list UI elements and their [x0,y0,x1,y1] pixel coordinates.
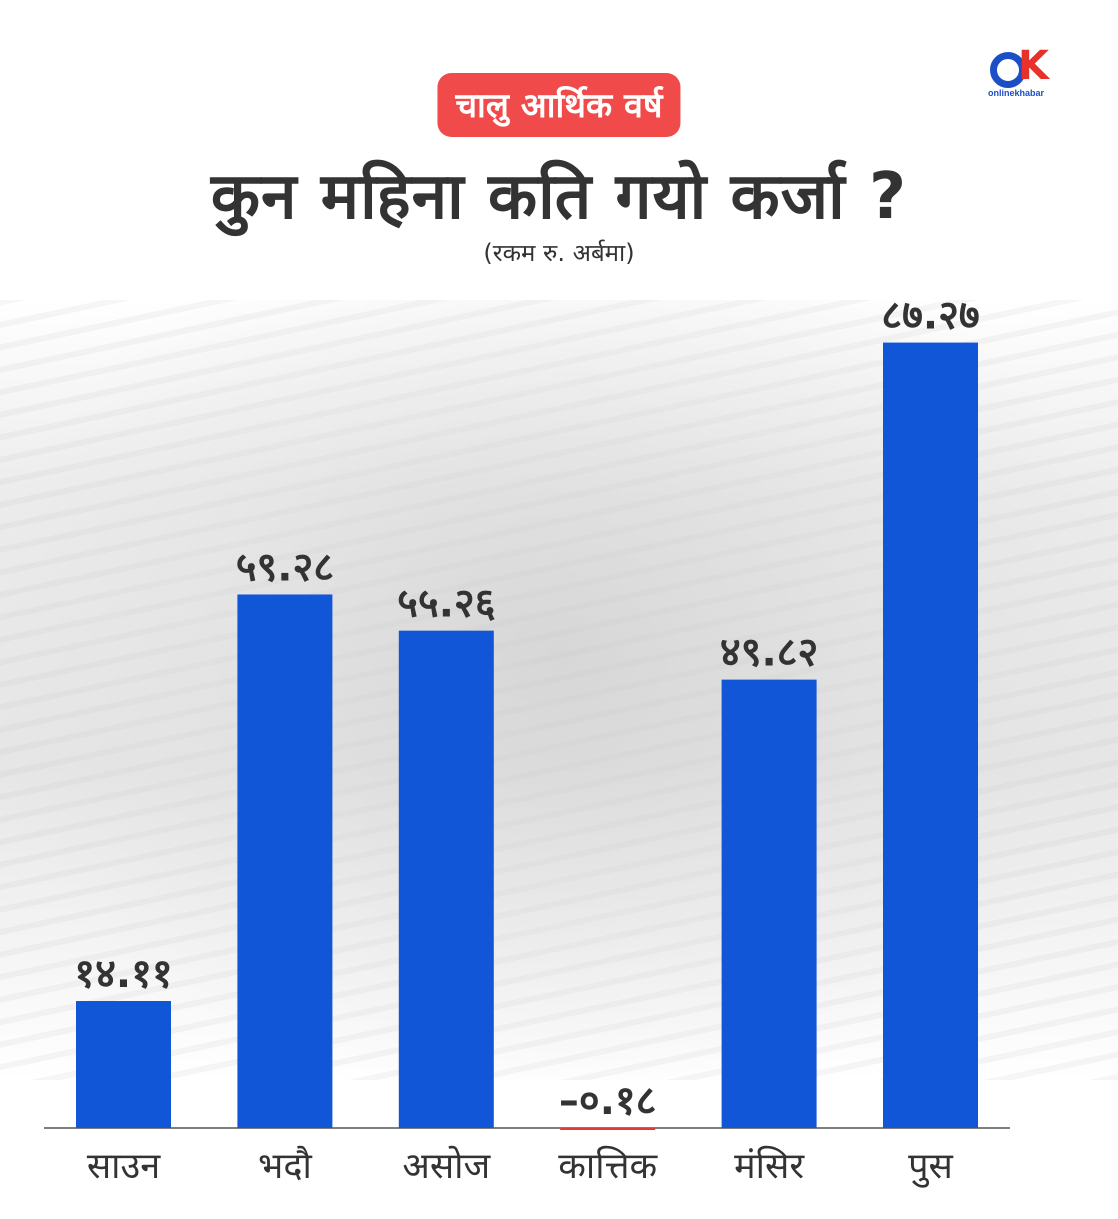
bar-1 [76,1001,171,1128]
logo-text: onlinekhabar [988,88,1045,98]
bar-2 [237,594,333,1128]
category-label-6: पुस [908,1146,953,1188]
value-label-4: –०.१८ [559,1078,657,1124]
onlinekhabar-logo[interactable]: K onlinekhabar [984,42,1052,110]
value-label-2: ५९.२८ [236,544,334,590]
value-label-3: ५५.२६ [397,581,495,627]
bar-5 [721,679,817,1128]
category-label-4: कात्तिक [558,1145,658,1187]
chart-subtitle: (रकम रु. अर्बमा) [483,239,635,267]
chart-title: कुन महिना कति गयो कर्जा ? [210,160,908,234]
fiscal-year-badge: चालु आर्थिक वर्ष [437,73,681,137]
bar-6 [883,342,978,1128]
value-label-1: १४.११ [74,951,172,997]
category-label-3: असोज [402,1145,491,1187]
bar-4 [560,1128,656,1130]
category-label-1: साउन [87,1146,161,1187]
bar-3 [398,630,494,1128]
logo-o-icon [990,52,1026,88]
value-label-5: ४९.८२ [720,630,818,676]
logo-k-icon: K [1018,43,1049,89]
value-label-6: ८७.२७ [881,293,979,339]
category-label-2: भदौ [258,1145,312,1187]
category-label-5: मंसिर [734,1145,805,1187]
